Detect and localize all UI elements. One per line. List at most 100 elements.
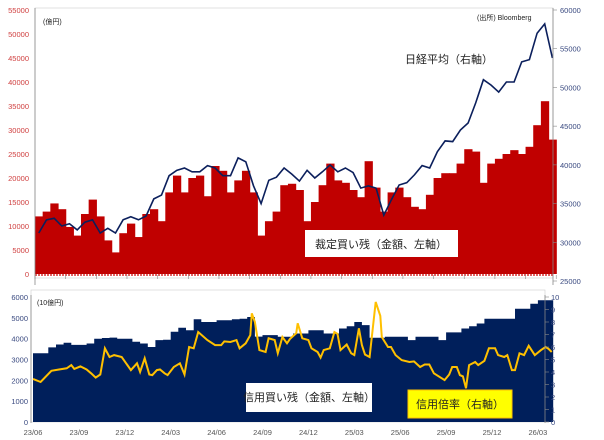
arb-bar xyxy=(65,226,74,274)
left-tick-label: 4000 xyxy=(11,335,28,344)
arb-bar xyxy=(295,190,304,274)
arb-bar xyxy=(172,175,182,274)
arb-label-box xyxy=(305,230,458,257)
left-tick-label: 6000 xyxy=(11,293,28,302)
x-tick-label: 23/06 xyxy=(24,428,43,437)
left-tick-label: 20000 xyxy=(8,174,29,183)
arb-bar xyxy=(471,151,481,274)
arb-bar xyxy=(540,101,550,274)
right-tick-label: 55000 xyxy=(560,45,581,54)
right-tick-label: 50000 xyxy=(560,83,581,92)
arb-bar xyxy=(441,173,450,274)
left-tick-label: 0 xyxy=(25,270,29,279)
right-tick-label: 2 xyxy=(551,393,555,402)
x-tick-label: 23/12 xyxy=(115,428,134,437)
arb-bar xyxy=(35,216,44,274)
arb-bar xyxy=(333,180,343,274)
arb-bar xyxy=(42,211,51,274)
source-label: (出所) Bloomberg xyxy=(477,13,532,22)
left-tick-label: 10000 xyxy=(8,222,29,231)
arb-series-label: 裁定買い残（金額、左軸） xyxy=(315,237,447,251)
left-tick-label: 30000 xyxy=(8,126,29,135)
arb-bar xyxy=(180,192,189,274)
right-tick-label: 0 xyxy=(551,418,555,427)
left-tick-label: 35000 xyxy=(8,102,29,111)
arb-bar xyxy=(456,163,465,274)
x-tick-label: 24/12 xyxy=(299,428,318,437)
arb-bar xyxy=(96,216,105,274)
x-tick-label: 26/03 xyxy=(529,428,548,437)
right-tick-label: 8 xyxy=(551,318,555,327)
left-tick-label: 1000 xyxy=(11,397,28,406)
arb-bar xyxy=(157,221,166,274)
right-tick-label: 25000 xyxy=(560,277,581,286)
x-tick-label: 24/09 xyxy=(253,428,272,437)
left-tick-label: 50000 xyxy=(8,30,29,39)
margin-series-label: 信用買い残（金額、左軸） xyxy=(243,390,375,404)
right-tick-label: 9 xyxy=(551,306,555,315)
arb-bar xyxy=(195,175,205,274)
right-tick-label: 1 xyxy=(551,406,555,415)
x-tick-label: 25/03 xyxy=(345,428,364,437)
x-tick-label: 24/03 xyxy=(161,428,180,437)
arb-bar xyxy=(517,154,527,274)
right-tick-label: 10 xyxy=(551,293,559,302)
arb-bar xyxy=(525,146,534,274)
margin-label-box xyxy=(246,383,372,412)
left-tick-label: 2000 xyxy=(11,376,28,385)
arb-bar xyxy=(165,192,174,274)
arb-bar xyxy=(364,161,373,274)
left-tick-label: 45000 xyxy=(8,54,29,63)
right-tick-label: 6 xyxy=(551,343,555,352)
arb-bar xyxy=(502,154,511,274)
arb-bar xyxy=(226,192,235,274)
left-tick-label: 0 xyxy=(24,418,28,427)
right-tick-label: 7 xyxy=(551,331,555,340)
arb-bar xyxy=(234,180,243,274)
arb-bar xyxy=(249,192,258,274)
arb-bar xyxy=(188,178,197,274)
arb-bar xyxy=(280,185,289,274)
arb-bar xyxy=(149,209,159,274)
arb-bar xyxy=(80,214,90,274)
left-tick-label: 15000 xyxy=(8,198,29,207)
arb-bar xyxy=(464,149,473,274)
arb-bar xyxy=(88,199,97,274)
arb-bar xyxy=(126,223,136,274)
arb-bar xyxy=(211,166,220,274)
arb-bar xyxy=(134,237,143,274)
arb-bar xyxy=(103,240,113,274)
x-tick-label: 25/06 xyxy=(391,428,410,437)
arb-bar xyxy=(203,196,212,274)
left-tick-label: 5000 xyxy=(12,246,29,255)
left-tick-label: 5000 xyxy=(11,314,28,323)
right-tick-label: 4 xyxy=(551,368,555,377)
right-tick-label: 45000 xyxy=(560,122,581,131)
arb-bar xyxy=(218,170,228,274)
right-tick-label: 3 xyxy=(551,381,555,390)
nikkei-line xyxy=(38,22,554,235)
arb-bar xyxy=(287,183,297,274)
arb-bar xyxy=(341,182,350,274)
arb-bar xyxy=(318,185,327,274)
arb-bar xyxy=(142,214,151,274)
arb-bar xyxy=(111,252,120,274)
arb-bar xyxy=(479,182,488,274)
ratio-series-label: 信用倍率（右軸） xyxy=(416,397,504,411)
arb-bar xyxy=(257,235,266,274)
margin-ratio-line xyxy=(32,301,553,389)
left-tick-label: 3000 xyxy=(11,356,28,365)
arb-bar xyxy=(50,203,59,274)
arb-bar xyxy=(533,125,542,274)
x-tick-label: 25/12 xyxy=(483,428,502,437)
arb-bar xyxy=(510,150,519,274)
arb-bar xyxy=(241,170,251,274)
x-tick-label: 24/06 xyxy=(207,428,226,437)
right-tick-label: 5 xyxy=(551,356,555,365)
arb-bar xyxy=(264,221,274,274)
arb-bar xyxy=(494,158,504,274)
left-tick-label: 40000 xyxy=(8,78,29,87)
arb-bar xyxy=(448,173,458,274)
top-chart: 0 5000 10000 15000 20000 25000 30000 35000 40000… xyxy=(8,6,581,286)
